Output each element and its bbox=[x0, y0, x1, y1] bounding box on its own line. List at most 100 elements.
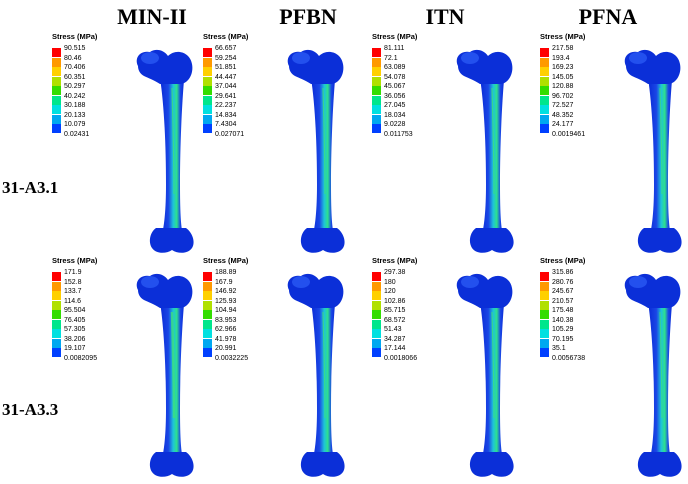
legend-value: 167.9 bbox=[215, 278, 233, 286]
legend-value: 125.93 bbox=[215, 297, 237, 305]
stress-panel: Stress (MPa) 90.515 80.46 70.406 60.351 50.29… bbox=[52, 32, 217, 253]
femur-model bbox=[624, 273, 682, 477]
legend-swatch bbox=[203, 67, 212, 76]
legend-value: 85.715 bbox=[384, 307, 406, 314]
legend-value: 34.287 bbox=[384, 335, 406, 343]
legend-value: 51.851 bbox=[215, 64, 237, 71]
femur-model bbox=[456, 49, 514, 253]
femur-condyle bbox=[300, 228, 345, 253]
legend-swatch bbox=[540, 329, 549, 338]
femur-condyle bbox=[469, 452, 514, 477]
legend-value: 66.657 bbox=[215, 45, 237, 52]
column-title-itn: ITN bbox=[425, 4, 465, 29]
legend-value: 90.515 bbox=[64, 45, 86, 52]
legend-value: 169.23 bbox=[552, 64, 574, 71]
legend-value: 7.4304 bbox=[215, 121, 237, 128]
legend-swatch bbox=[203, 114, 212, 124]
legend-value: 50.297 bbox=[64, 83, 86, 90]
legend-value: 70.406 bbox=[64, 64, 86, 71]
legend-value: 22.237 bbox=[215, 102, 237, 109]
legend-swatch bbox=[372, 67, 381, 76]
legend-value: 40.242 bbox=[64, 92, 86, 100]
legend-swatch bbox=[540, 67, 549, 76]
legend-swatch bbox=[372, 95, 381, 105]
legend-swatch bbox=[203, 291, 212, 300]
legend-value: 0.0082095 bbox=[64, 354, 98, 362]
legend-value: 315.86 bbox=[552, 269, 574, 276]
legend-swatch bbox=[203, 310, 212, 319]
stress-legend: Stress (MPa) 297.38 180 120 102.86 85.715 68.5… bbox=[372, 256, 452, 376]
stress-legend: Stress (MPa) 315.86 280.76 245.67 210.57 175.… bbox=[540, 256, 620, 376]
legend-swatch bbox=[203, 272, 212, 281]
legend-value: 210.57 bbox=[552, 297, 574, 305]
legend-value: 83.953 bbox=[215, 316, 237, 324]
legend-swatch bbox=[372, 48, 381, 57]
legend-swatch bbox=[540, 48, 549, 57]
femur-shaft bbox=[480, 78, 504, 230]
legend-value: 96.702 bbox=[552, 92, 574, 100]
legend-value: 37.044 bbox=[215, 83, 237, 90]
legend-swatch bbox=[540, 86, 549, 95]
legend-value: 14.834 bbox=[215, 111, 237, 119]
legend-swatch bbox=[52, 86, 61, 95]
legend-value: 120 bbox=[384, 288, 396, 295]
stress-legend: Stress (MPa) 81.111 72.1 63.089 54.078 45.067… bbox=[372, 32, 452, 152]
legend-swatch bbox=[372, 348, 381, 357]
legend-swatch bbox=[372, 338, 381, 348]
legend-value: 0.02431 bbox=[64, 130, 90, 138]
legend-swatch bbox=[52, 329, 61, 338]
legend-value: 10.079 bbox=[64, 121, 86, 128]
legend-swatch bbox=[540, 76, 549, 86]
legend-value: 68.572 bbox=[384, 316, 406, 324]
legend-value: 45.067 bbox=[384, 83, 406, 90]
legend-value: 57.305 bbox=[64, 326, 86, 333]
legend-value: 180 bbox=[384, 278, 396, 286]
legend-swatch bbox=[203, 57, 212, 67]
femur-condyle bbox=[469, 228, 514, 253]
legend-swatch bbox=[52, 272, 61, 281]
femur-shaft bbox=[311, 302, 335, 454]
legend-value: 76.405 bbox=[64, 316, 86, 324]
legend-swatch bbox=[372, 300, 381, 310]
legend-swatch bbox=[52, 124, 61, 133]
legend-swatch bbox=[203, 95, 212, 105]
legend-value: 81.111 bbox=[384, 45, 405, 52]
stress-legend: Stress (MPa) 66.657 59.254 51.851 44.447 37.0… bbox=[203, 32, 283, 152]
legend-swatch bbox=[203, 76, 212, 86]
legend-swatch bbox=[540, 272, 549, 281]
legend-value: 0.0032225 bbox=[215, 354, 249, 362]
legend-swatch bbox=[372, 319, 381, 329]
legend-value: 54.078 bbox=[384, 73, 406, 81]
legend-swatch bbox=[372, 281, 381, 291]
legend-swatch bbox=[52, 348, 61, 357]
legend-value: 0.011753 bbox=[384, 130, 413, 138]
legend-value: 17.144 bbox=[384, 345, 406, 352]
legend-swatch bbox=[203, 48, 212, 57]
legend-value: 9.0228 bbox=[384, 121, 406, 128]
legend-swatch bbox=[52, 114, 61, 124]
column-title-min-ii: MIN-II bbox=[117, 4, 187, 29]
legend-swatch bbox=[372, 310, 381, 319]
legend-swatch bbox=[203, 124, 212, 133]
legend-value: 120.88 bbox=[552, 83, 574, 90]
legend-swatch bbox=[372, 76, 381, 86]
femur-model bbox=[136, 273, 194, 477]
legend-value: 145.05 bbox=[552, 73, 574, 81]
legend-swatch bbox=[52, 48, 61, 57]
legend-value: 146.92 bbox=[215, 288, 237, 295]
legend-swatch bbox=[540, 291, 549, 300]
legend-value: 59.254 bbox=[215, 54, 237, 62]
stress-panel: Stress (MPa) 81.111 72.1 63.089 54.078 45.067… bbox=[372, 32, 537, 253]
legend-swatch bbox=[203, 329, 212, 338]
legend-title: Stress (MPa) bbox=[372, 256, 418, 265]
legend-value: 19.107 bbox=[64, 345, 86, 352]
femur-condyle bbox=[300, 452, 345, 477]
legend-value: 0.0056738 bbox=[552, 354, 586, 362]
legend-swatch bbox=[540, 124, 549, 133]
legend-swatch bbox=[203, 281, 212, 291]
legend-value: 152.8 bbox=[64, 278, 82, 286]
legend-title: Stress (MPa) bbox=[372, 32, 418, 41]
legend-value: 18.034 bbox=[384, 111, 406, 119]
legend-swatch bbox=[540, 300, 549, 310]
legend-title: Stress (MPa) bbox=[540, 256, 586, 265]
